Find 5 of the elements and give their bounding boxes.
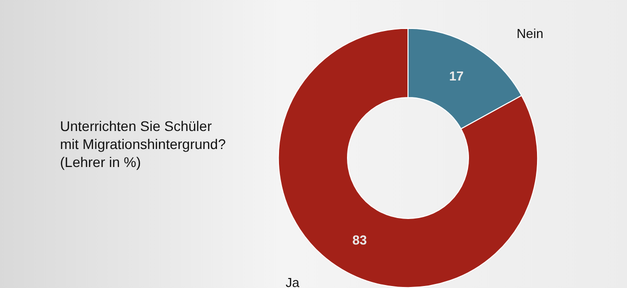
data-label: 17 <box>449 68 464 84</box>
text: Unterrichten Sie Schüler mit Migrationshintergrund? (Lehrer in %) <box>60 118 226 170</box>
slice-label: Nein <box>516 26 544 42</box>
data-label: 83 <box>352 232 367 248</box>
slice-label: Ja <box>286 274 300 288</box>
